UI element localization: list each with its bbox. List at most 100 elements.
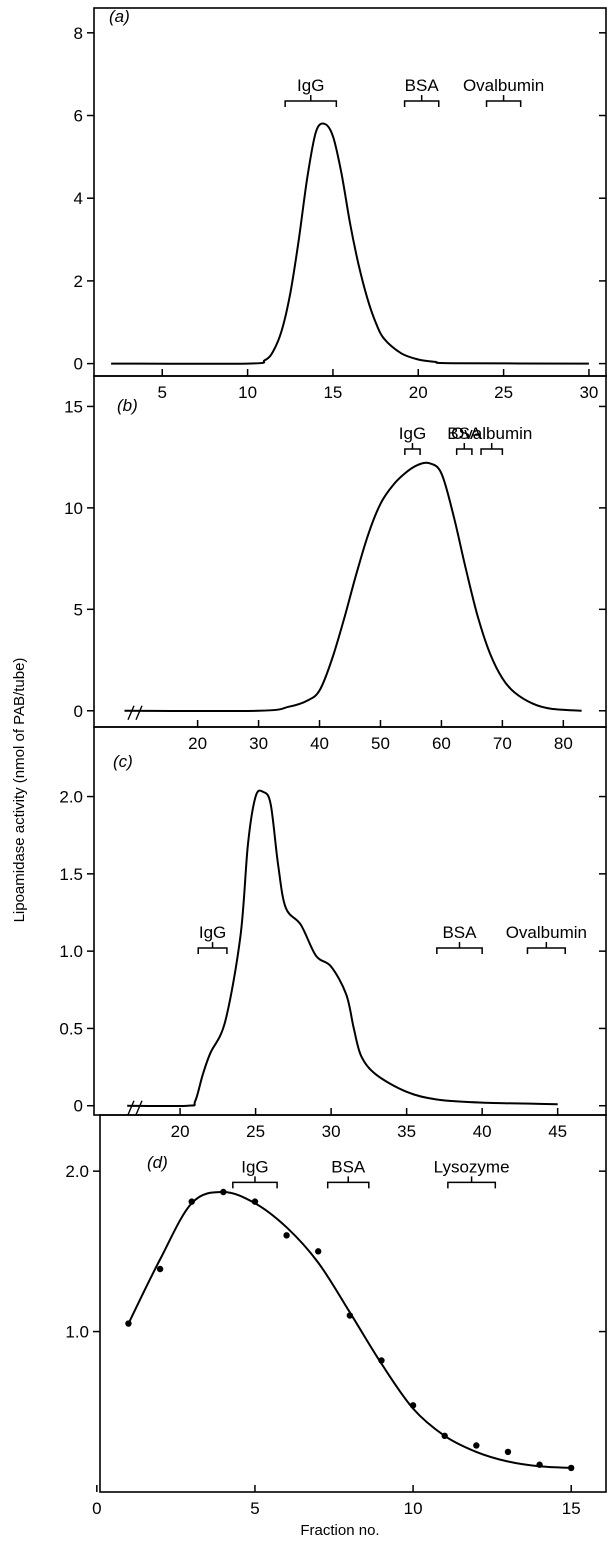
y-tick-label: 0 xyxy=(74,1097,83,1116)
marker-igg: IgG xyxy=(284,76,338,108)
series-line xyxy=(124,461,582,713)
marker-label: IgG xyxy=(199,923,226,942)
x-tick-label: 20 xyxy=(171,1122,190,1141)
data-point xyxy=(473,1442,480,1449)
x-tick-label: 30 xyxy=(579,383,598,402)
x-tick-label: 80 xyxy=(554,734,573,753)
marker-igg: IgG xyxy=(197,923,228,955)
x-tick-label: 25 xyxy=(494,383,513,402)
data-point xyxy=(346,1312,354,1319)
marker-bracket xyxy=(326,1181,370,1189)
marker-bsa: BSA xyxy=(436,923,483,955)
data-point xyxy=(251,1198,259,1205)
x-tick-label: 30 xyxy=(249,734,268,753)
y-tick-label: 2.0 xyxy=(65,1162,89,1181)
series-line xyxy=(111,122,589,365)
y-tick-label: 0.5 xyxy=(59,1019,83,1038)
y-tick-label: 1.0 xyxy=(65,1323,89,1342)
marker-bsa: BSA xyxy=(326,1157,370,1189)
marker-ovalbumin: Ovalbumin xyxy=(506,923,587,955)
y-tick-label: 6 xyxy=(74,107,83,126)
marker-bracket xyxy=(403,100,440,108)
marker-label: IgG xyxy=(297,76,324,95)
x-tick-label: 5 xyxy=(158,383,167,402)
x-tick-label: 40 xyxy=(310,734,329,753)
axis-break-mark xyxy=(135,705,143,721)
x-tick-label: 35 xyxy=(397,1122,416,1141)
y-tick-label: 1.5 xyxy=(59,865,83,884)
x-tick-label: 40 xyxy=(473,1122,492,1141)
data-point xyxy=(220,1188,227,1196)
marker-bracket xyxy=(404,448,421,456)
marker-label: BSA xyxy=(442,923,477,942)
axis-break-mark xyxy=(135,1100,143,1116)
marker-bracket xyxy=(526,947,566,955)
y-tick-label: 1.0 xyxy=(59,942,83,961)
marker-bracket xyxy=(455,448,473,456)
marker-bsa: BSA xyxy=(447,424,482,456)
marker-bracket xyxy=(485,100,522,108)
marker-label: BSA xyxy=(331,1157,366,1176)
x-tick-label: 30 xyxy=(322,1122,341,1141)
x-tick-label: 25 xyxy=(246,1122,265,1141)
panel-label: (a) xyxy=(109,7,130,26)
marker-label: Lysozyme xyxy=(434,1157,510,1176)
data-point xyxy=(536,1461,543,1468)
x-tick-label: 10 xyxy=(404,1499,423,1518)
panel-frame xyxy=(93,7,607,377)
series-line xyxy=(127,789,558,1108)
y-tick-label: 4 xyxy=(74,189,83,208)
panel-label: (d) xyxy=(147,1153,168,1172)
x-tick-label: 20 xyxy=(409,383,428,402)
panel-d: 1.0 2.0 0 5 10 15 IgG BSA Lysozyme (d) xyxy=(65,1114,607,1518)
marker-bracket xyxy=(436,947,483,955)
y-tick-label: 15 xyxy=(64,397,83,416)
marker-label: IgG xyxy=(241,1157,268,1176)
data-point xyxy=(568,1464,575,1472)
y-axis-title: Lipoamidase activity (nmol of PAB/tube) xyxy=(11,658,28,923)
y-tick-label: 5 xyxy=(74,600,83,619)
data-point xyxy=(504,1448,512,1456)
data-point xyxy=(409,1402,417,1409)
series-line xyxy=(127,1190,572,1469)
marker-ovalbumin: Ovalbumin xyxy=(451,424,532,456)
panel-c: 0 0.5 1.0 1.5 2.0 20 25 30 35 40 45 IgG BSA Ovalbumin… xyxy=(59,726,607,1141)
marker-ovalbumin: Ovalbumin xyxy=(463,76,544,108)
marker-bracket xyxy=(447,1181,497,1189)
data-point xyxy=(378,1357,385,1364)
data-point xyxy=(156,1265,164,1273)
y-tick-label: 10 xyxy=(64,499,83,518)
data-point xyxy=(125,1320,132,1327)
marker-igg: IgG xyxy=(232,1157,278,1189)
panel-frame xyxy=(93,726,607,1116)
x-tick-label: 10 xyxy=(238,383,257,402)
x-tick-label: 60 xyxy=(432,734,451,753)
marker-label: Ovalbumin xyxy=(463,76,544,95)
x-tick-label: 0 xyxy=(92,1499,101,1518)
marker-label: IgG xyxy=(399,424,426,443)
marker-bracket xyxy=(284,100,338,108)
x-tick-label: 20 xyxy=(188,734,207,753)
marker-label: Ovalbumin xyxy=(451,424,532,443)
data-point xyxy=(441,1432,448,1440)
marker-igg: IgG xyxy=(399,424,426,456)
y-tick-label: 0 xyxy=(74,355,83,374)
marker-label: Ovalbumin xyxy=(506,923,587,942)
panel-label: (b) xyxy=(117,396,138,415)
data-point xyxy=(283,1232,290,1239)
panel-a: 0 2 4 6 8 5 10 15 20 25 30 IgG BSA Ovalbumin (a) xyxy=(74,7,607,402)
x-tick-label: 15 xyxy=(323,383,342,402)
x-tick-label: 45 xyxy=(548,1122,567,1141)
panel-frame xyxy=(99,1114,607,1493)
x-tick-label: 15 xyxy=(562,1499,581,1518)
axis-break-mark xyxy=(127,1100,135,1116)
marker-lysozyme: Lysozyme xyxy=(434,1157,510,1189)
data-point xyxy=(315,1248,322,1255)
x-tick-label: 5 xyxy=(250,1499,259,1518)
marker-bsa: BSA xyxy=(403,76,440,108)
marker-label: BSA xyxy=(447,424,482,443)
y-tick-label: 2 xyxy=(74,272,83,291)
